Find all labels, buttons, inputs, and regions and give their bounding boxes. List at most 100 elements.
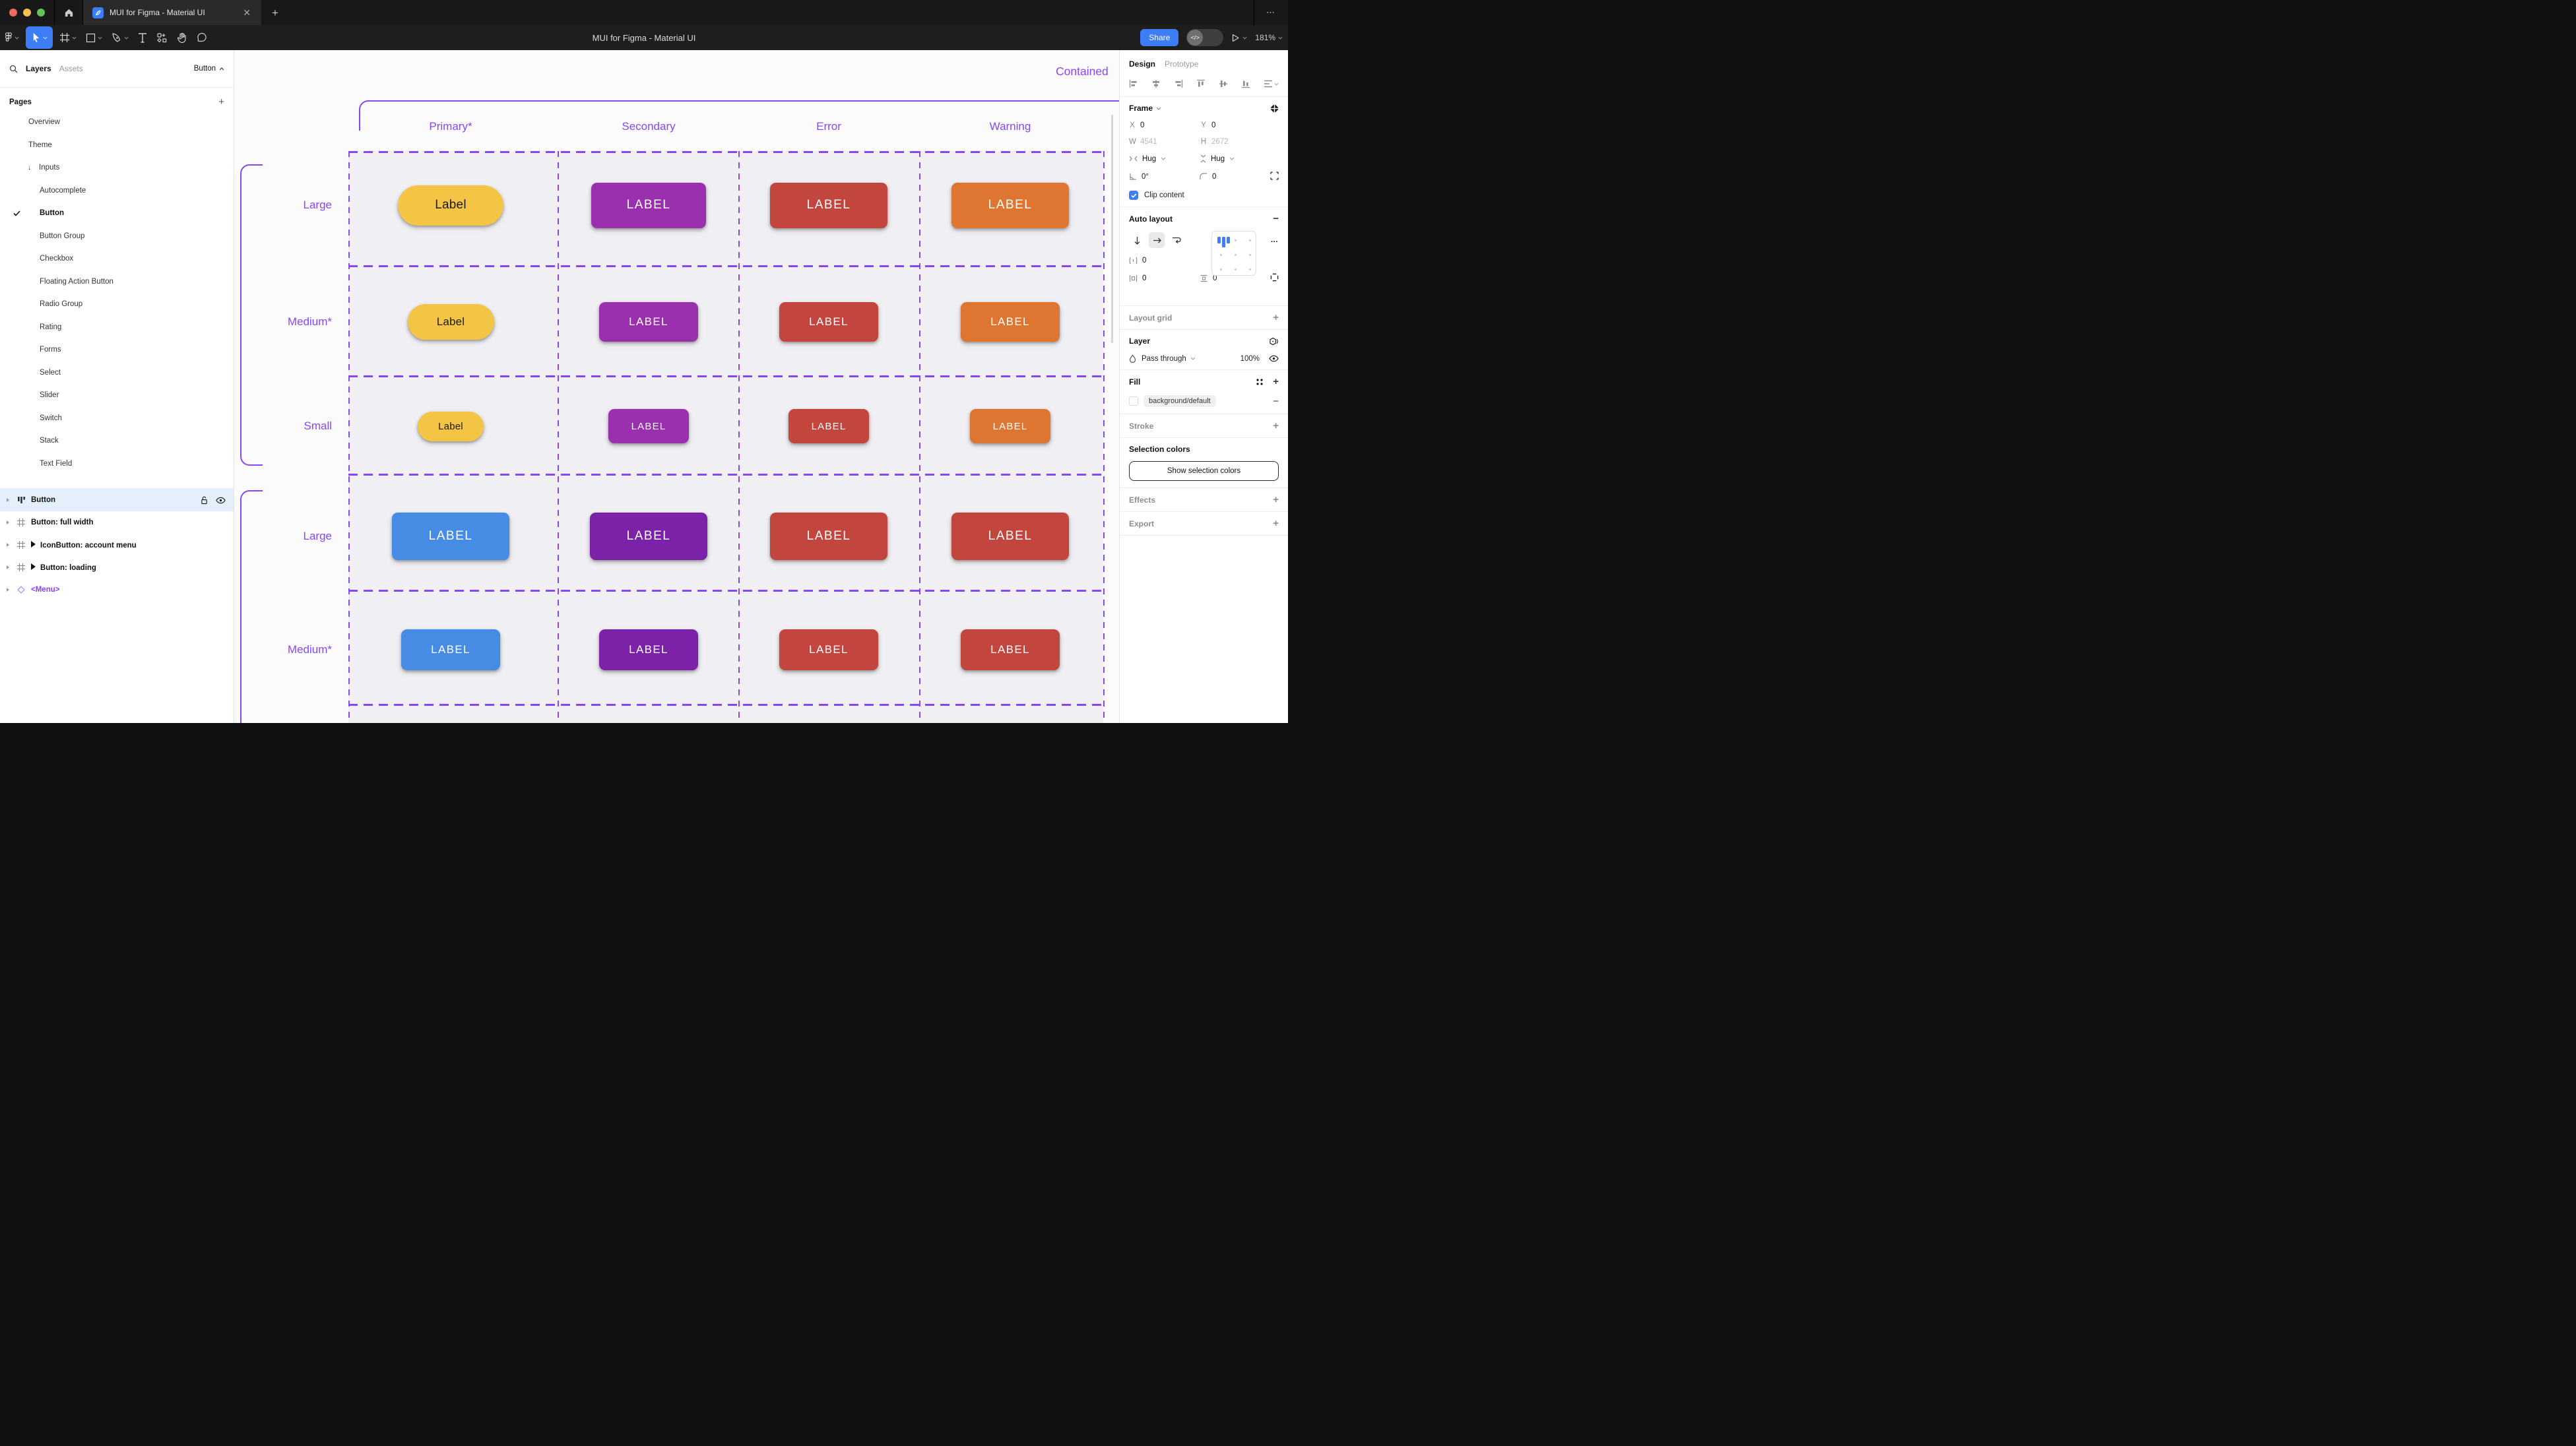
remove-fill-button[interactable]: − — [1273, 395, 1279, 407]
layer-row-button-loading[interactable]: Button: loading — [0, 556, 234, 579]
canvas-button-medium-error[interactable]: LABEL — [779, 302, 878, 342]
page-item-stack[interactable]: Stack — [0, 429, 234, 453]
design-canvas[interactable]: Contained Primary* Secondary Error Warning L… — [234, 50, 1119, 723]
resources-tool-button[interactable] — [152, 25, 172, 50]
clip-content-checkbox[interactable] — [1129, 191, 1138, 200]
document-title[interactable]: MUI for Figma - Material UI — [592, 32, 696, 43]
chevron-down-icon[interactable] — [1156, 107, 1161, 110]
auto-layout-more-button[interactable]: … — [1270, 236, 1279, 244]
eye-icon[interactable] — [216, 497, 226, 504]
canvas-scrollbar[interactable] — [1111, 115, 1113, 343]
canvas-button-small-error[interactable]: LABEL — [789, 409, 869, 443]
page-item-button[interactable]: Button — [0, 202, 234, 225]
layer-row-menu[interactable]: <Menu> — [0, 579, 234, 601]
tab-layers[interactable]: Layers — [26, 64, 51, 73]
canvas-button-large-primary[interactable]: Label — [398, 185, 503, 226]
canvas-button-medium-secondary[interactable]: LABEL — [599, 629, 698, 670]
fill-color-swatch[interactable] — [1129, 396, 1138, 406]
instance-arrow-icon[interactable] — [31, 563, 36, 570]
home-tab-button[interactable] — [55, 0, 82, 25]
layer-row-button[interactable]: Button — [0, 489, 234, 511]
page-item-text-field[interactable]: Text Field — [0, 453, 234, 476]
page-item-slider[interactable]: Slider — [0, 384, 234, 407]
rotation-field[interactable]: 0° — [1129, 173, 1200, 181]
expand-chevron-icon[interactable] — [7, 543, 9, 547]
unlock-icon[interactable] — [201, 496, 208, 505]
macos-window-controls[interactable] — [0, 9, 54, 16]
width-field[interactable]: W 4541 — [1129, 138, 1157, 146]
alignment-dot[interactable] — [1220, 254, 1222, 256]
selection-scope-dropdown[interactable]: Button — [194, 65, 224, 73]
height-field[interactable]: H 2672 — [1200, 138, 1229, 146]
new-tab-button[interactable]: + — [272, 6, 278, 19]
canvas-button-medium-warning[interactable]: LABEL — [961, 629, 1060, 670]
layer-opacity-field[interactable]: 100% — [1240, 354, 1260, 363]
horizontal-resizing-dropdown[interactable]: Hug — [1129, 155, 1200, 163]
page-item-radio-group[interactable]: Radio Group — [0, 293, 234, 316]
canvas-button-large-warning[interactable]: LABEL — [951, 513, 1069, 560]
vertical-padding-field[interactable]: 0 — [1200, 274, 1270, 282]
alignment-dot[interactable] — [1249, 239, 1251, 241]
independent-corners-icon[interactable] — [1270, 172, 1279, 180]
search-icon[interactable] — [9, 65, 18, 73]
canvas-button-large-warning[interactable]: LABEL — [951, 182, 1069, 228]
align-right-icon[interactable] — [1174, 79, 1183, 88]
frame-tool-button[interactable] — [55, 25, 81, 50]
fill-row[interactable]: background/default − — [1129, 395, 1279, 407]
expand-chevron-icon[interactable] — [7, 565, 9, 569]
alignment-dot[interactable] — [1235, 239, 1237, 241]
canvas-button-large-error[interactable]: LABEL — [770, 513, 887, 560]
align-bottom-icon[interactable] — [1241, 79, 1250, 88]
page-item-select[interactable]: Select — [0, 362, 234, 385]
horizontal-padding-field[interactable]: 0 — [1129, 274, 1200, 282]
clip-content-row[interactable]: Clip content — [1129, 191, 1279, 200]
canvas-button-medium-primary[interactable]: LABEL — [401, 629, 500, 670]
close-window-button[interactable] — [9, 9, 17, 16]
page-item-autocomplete[interactable]: Autocomplete — [0, 179, 234, 203]
corner-radius-field[interactable]: 0 — [1200, 173, 1270, 181]
align-left-icon[interactable] — [1129, 79, 1138, 88]
add-fill-button[interactable]: + — [1273, 376, 1279, 387]
page-item-forms[interactable]: Forms — [0, 338, 234, 362]
add-effect-button[interactable]: + — [1273, 494, 1279, 505]
file-tab[interactable]: MUI for Figma - Material UI ✕ — [83, 0, 261, 25]
add-page-button[interactable]: + — [218, 96, 224, 108]
present-button[interactable] — [1231, 34, 1247, 42]
tab-design[interactable]: Design — [1129, 59, 1156, 69]
page-item-inputs[interactable]: ↓ Inputs — [0, 156, 234, 179]
page-item-floating-action-button[interactable]: Floating Action Button — [0, 270, 234, 294]
expand-chevron-icon[interactable] — [7, 498, 9, 502]
add-export-button[interactable]: + — [1273, 518, 1279, 529]
remove-auto-layout-button[interactable]: − — [1273, 213, 1279, 224]
layer-row-iconbutton-account-menu[interactable]: IconButton: account menu — [0, 534, 234, 556]
hand-tool-button[interactable] — [172, 25, 192, 50]
add-stroke-button[interactable]: + — [1273, 420, 1279, 431]
alignment-dot[interactable] — [1235, 268, 1237, 270]
text-tool-button[interactable] — [133, 25, 152, 50]
blend-mode-dropdown[interactable]: Pass through — [1142, 354, 1186, 363]
gap-field[interactable]: 0 — [1129, 257, 1200, 265]
add-layout-grid-button[interactable]: + — [1273, 312, 1279, 323]
canvas-button-small-primary[interactable]: Label — [418, 411, 484, 441]
expand-chevron-icon[interactable] — [7, 520, 9, 524]
pen-tool-button[interactable] — [107, 25, 133, 50]
show-selection-colors-button[interactable]: Show selection colors — [1129, 461, 1279, 481]
blend-styles-icon[interactable] — [1269, 337, 1279, 346]
auto-layout-horizontal-button[interactable] — [1149, 232, 1165, 248]
alignment-dot[interactable] — [1249, 268, 1251, 270]
page-item-checkbox[interactable]: Checkbox — [0, 247, 234, 270]
alignment-dot[interactable] — [1249, 254, 1251, 256]
canvas-button-medium-warning[interactable]: LABEL — [961, 302, 1060, 342]
page-item-switch[interactable]: Switch — [0, 407, 234, 430]
fill-style-chip[interactable]: background/default — [1143, 395, 1216, 407]
canvas-button-small-warning[interactable]: LABEL — [970, 409, 1050, 443]
dev-mode-toggle[interactable]: </> — [1186, 29, 1224, 46]
zoom-level-dropdown[interactable]: 181% — [1255, 33, 1283, 42]
page-item-theme[interactable]: Theme — [0, 134, 234, 157]
alignment-grid-control[interactable] — [1211, 231, 1256, 276]
alignment-dot[interactable] — [1220, 268, 1222, 270]
canvas-button-small-secondary[interactable]: LABEL — [608, 409, 689, 443]
align-top-icon[interactable] — [1196, 79, 1206, 88]
page-item-rating[interactable]: Rating — [0, 316, 234, 339]
